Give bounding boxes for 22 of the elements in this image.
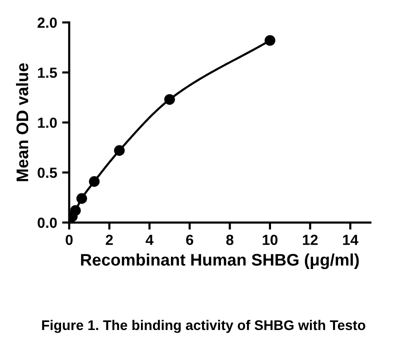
- y-tick-label: 0.0: [38, 218, 57, 228]
- x-axis-title: Recombinant Human SHBG (μg/ml): [81, 253, 359, 270]
- x-tick-label: 14: [343, 234, 358, 245]
- x-tick-label: 8: [226, 234, 234, 246]
- point: [70, 205, 81, 216]
- point: [88, 176, 100, 187]
- point: [114, 145, 125, 156]
- y-tick-label: 1.0: [38, 118, 57, 128]
- y-tick-label: 2.0: [38, 18, 57, 28]
- caption: Figure 1. The binding activity of SHBG with Testo: [42, 320, 366, 333]
- x-tick-label: 0: [66, 234, 73, 246]
- point: [76, 193, 88, 204]
- y-tick-label: 1.5: [38, 68, 57, 78]
- point: [164, 94, 175, 105]
- x-tick-label: 4: [146, 234, 154, 245]
- x-tick-label: 10: [262, 234, 278, 246]
- x-tick-label: 2: [106, 234, 113, 245]
- y-tick-label: 0.5: [38, 168, 57, 178]
- y-axis-title: Mean OD value: [16, 63, 28, 182]
- x-tick-label: 6: [186, 234, 194, 246]
- x-tick-label: 12: [302, 234, 318, 245]
- point: [264, 35, 276, 46]
